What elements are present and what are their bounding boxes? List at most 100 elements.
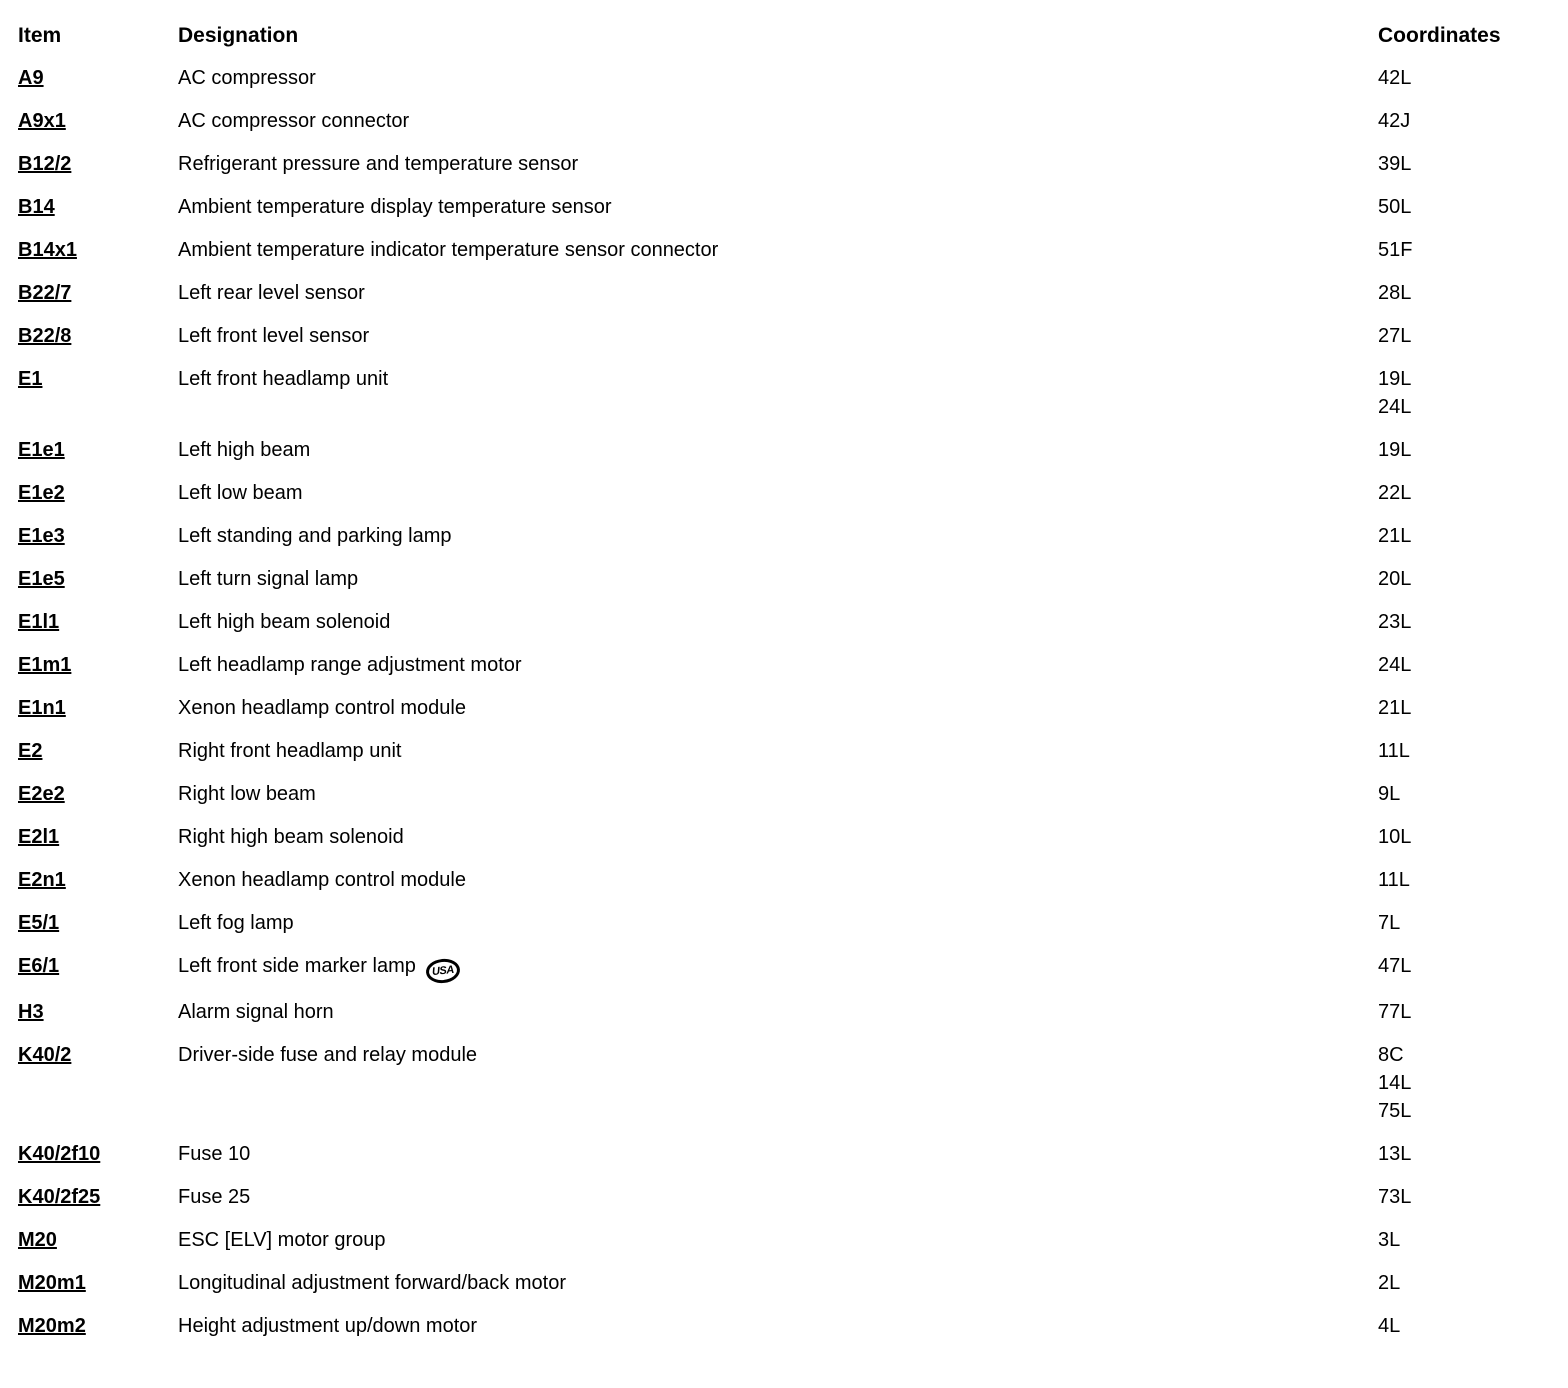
table-row: E6/1 Left front side marker lamp USA 47L xyxy=(18,952,1548,998)
coordinate-value: 19L xyxy=(1378,368,1412,390)
item-link[interactable]: B14 xyxy=(18,196,55,218)
item-link[interactable]: E1m1 xyxy=(18,654,72,676)
designation-text: Ambient temperature display temperature … xyxy=(178,196,612,218)
designation-text: Driver-side fuse and relay module xyxy=(178,1044,478,1066)
designation-text: Right low beam xyxy=(178,783,316,805)
coordinate-value: 42L xyxy=(1378,67,1412,89)
designation-text: Height adjustment up/down motor xyxy=(178,1315,478,1337)
table-row: E1 Left front headlamp unit 19L 24L xyxy=(18,365,1548,436)
coordinate-value: 24L xyxy=(1378,396,1412,418)
table-row: E1m1 Left headlamp range adjustment motor… xyxy=(18,651,1548,694)
coordinate-value: 22L xyxy=(1378,482,1412,504)
designation-text: Left standing and parking lamp xyxy=(178,525,452,547)
item-link[interactable]: M20m2 xyxy=(18,1315,86,1337)
item-link[interactable]: B22/8 xyxy=(18,325,72,347)
item-link[interactable]: E6/1 xyxy=(18,955,60,977)
item-link[interactable]: E5/1 xyxy=(18,912,60,934)
coordinate-value: 24L xyxy=(1378,654,1412,676)
table-row: E1l1 Left high beam solenoid 23L xyxy=(18,608,1548,651)
table-row: E5/1 Left fog lamp 7L xyxy=(18,909,1548,952)
item-link[interactable]: E2e2 xyxy=(18,783,65,805)
table-row: M20m1 Longitudinal adjustment forward/bac… xyxy=(18,1269,1548,1312)
designation-text: Left front side marker lamp xyxy=(178,955,416,977)
coordinate-value: 50L xyxy=(1378,196,1412,218)
coordinate-value: 11L xyxy=(1378,740,1410,762)
designation-text: Refrigerant pressure and temperature sen… xyxy=(178,153,579,175)
coordinate-value: 28L xyxy=(1378,282,1412,304)
coordinate-value: 39L xyxy=(1378,153,1412,175)
coordinate-value: 13L xyxy=(1378,1143,1412,1165)
table-row: E2l1 Right high beam solenoid 10L xyxy=(18,823,1548,866)
designation-text: Right high beam solenoid xyxy=(178,826,404,848)
component-table: Item Designation Coordinates A9 AC compre… xyxy=(18,24,1548,1355)
coordinate-value: 21L xyxy=(1378,525,1412,547)
item-link[interactable]: E2 xyxy=(18,740,43,762)
designation-text: Left headlamp range adjustment motor xyxy=(178,654,522,676)
table-row: M20m2 Height adjustment up/down motor 4L xyxy=(18,1312,1548,1355)
table-row: A9 AC compressor 42L xyxy=(18,64,1548,107)
coordinate-value: 21L xyxy=(1378,697,1412,719)
designation-text: Xenon headlamp control module xyxy=(178,869,466,891)
table-row: E1e1 Left high beam 19L xyxy=(18,436,1548,479)
item-link[interactable]: K40/2 xyxy=(18,1044,72,1066)
coordinate-value: 51F xyxy=(1378,239,1413,261)
designation-text: Longitudinal adjustment forward/back mot… xyxy=(178,1272,566,1294)
item-link[interactable]: A9x1 xyxy=(18,110,66,132)
designation-text: Fuse 10 xyxy=(178,1143,251,1165)
table-row: E1n1 Xenon headlamp control module 21L xyxy=(18,694,1548,737)
item-link[interactable]: M20 xyxy=(18,1229,57,1251)
item-link[interactable]: E1 xyxy=(18,368,43,390)
designation-text: Fuse 25 xyxy=(178,1186,251,1208)
designation-text: Left front headlamp unit xyxy=(178,368,389,390)
table-row: B14 Ambient temperature display temperatu… xyxy=(18,193,1548,236)
col-header-coordinates: Coordinates xyxy=(1378,24,1501,47)
item-link[interactable]: M20m1 xyxy=(18,1272,86,1294)
item-link[interactable]: E1e2 xyxy=(18,482,65,504)
item-link[interactable]: K40/2f10 xyxy=(18,1143,101,1165)
coordinate-value: 10L xyxy=(1378,826,1412,848)
coordinate-value: 27L xyxy=(1378,325,1412,347)
item-link[interactable]: B22/7 xyxy=(18,282,72,304)
designation-text: Right front headlamp unit xyxy=(178,740,402,762)
table-row: K40/2f10 Fuse 10 13L xyxy=(18,1140,1548,1183)
item-link[interactable]: E1l1 xyxy=(18,611,60,633)
designation-text: Left rear level sensor xyxy=(178,282,365,304)
table-row: M20 ESC [ELV] motor group 3L xyxy=(18,1226,1548,1269)
item-link[interactable]: A9 xyxy=(18,67,44,89)
table-row: K40/2 Driver-side fuse and relay module 8C… xyxy=(18,1041,1548,1140)
item-link[interactable]: E1e3 xyxy=(18,525,65,547)
designation-text: AC compressor xyxy=(178,67,316,89)
table-row: B22/8 Left front level sensor 27L xyxy=(18,322,1548,365)
item-link[interactable]: E2n1 xyxy=(18,869,66,891)
table-row: E2 Right front headlamp unit 11L xyxy=(18,737,1548,780)
designation-text: Left high beam solenoid xyxy=(178,611,391,633)
coordinate-value: 75L xyxy=(1378,1100,1412,1122)
item-link[interactable]: B14x1 xyxy=(18,239,77,261)
table-row: E2n1 Xenon headlamp control module 11L xyxy=(18,866,1548,909)
table-body: A9 AC compressor 42L A9x1 AC compressor conn… xyxy=(18,64,1548,1355)
coordinate-value: 7L xyxy=(1378,912,1401,934)
coordinate-value: 9L xyxy=(1378,783,1401,805)
designation-text: Left fog lamp xyxy=(178,912,294,934)
coordinate-value: 2L xyxy=(1378,1272,1401,1294)
table-row: A9x1 AC compressor connector 42J xyxy=(18,107,1548,150)
coordinate-value: 11L xyxy=(1378,869,1410,891)
coordinate-value: 14L xyxy=(1378,1072,1412,1094)
item-link[interactable]: E1e5 xyxy=(18,568,65,590)
item-link[interactable]: E2l1 xyxy=(18,826,60,848)
table-row: E1e5 Left turn signal lamp 20L xyxy=(18,565,1548,608)
coordinate-value: 23L xyxy=(1378,611,1412,633)
col-header-designation: Designation xyxy=(178,24,299,47)
item-link[interactable]: E1e1 xyxy=(18,439,65,461)
table-row: E1e2 Left low beam 22L xyxy=(18,479,1548,522)
coordinate-value: 3L xyxy=(1378,1229,1401,1251)
item-link[interactable]: B12/2 xyxy=(18,153,72,175)
table-row: B12/2 Refrigerant pressure and temperatur… xyxy=(18,150,1548,193)
designation-text: ESC [ELV] motor group xyxy=(178,1229,386,1251)
item-link[interactable]: K40/2f25 xyxy=(18,1186,101,1208)
usa-icon: USA xyxy=(424,957,461,985)
coordinate-value: 19L xyxy=(1378,439,1412,461)
item-link[interactable]: H3 xyxy=(18,1001,44,1023)
item-link[interactable]: E1n1 xyxy=(18,697,66,719)
